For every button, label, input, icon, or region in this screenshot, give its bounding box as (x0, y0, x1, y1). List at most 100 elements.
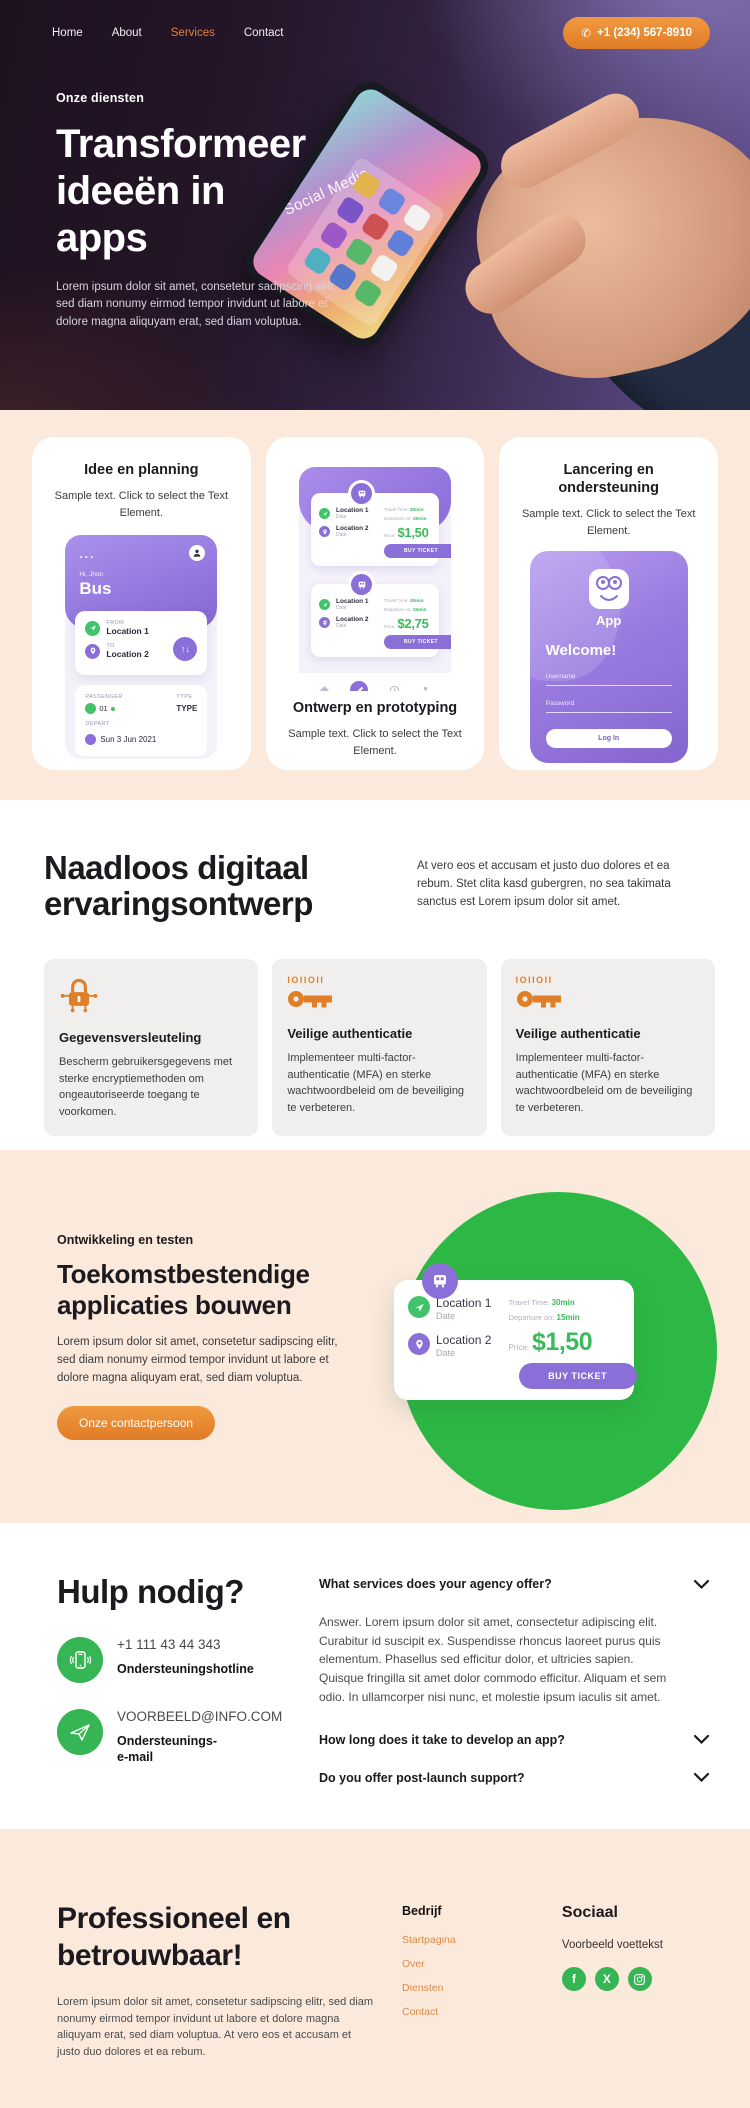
development-title: Toekomstbestendige applicaties bouwen (57, 1259, 310, 1321)
travel-time-label: Travel Time: (383, 598, 409, 603)
footer-link-about[interactable]: Over (402, 1958, 425, 1970)
service-card-title: Lancering en ondersteuning (558, 462, 660, 497)
service-card-launch-support: Lancering en ondersteuning Sample text. … (499, 437, 719, 770)
app-icon (369, 252, 400, 284)
bus-app-mockup: ... Hi, Jhon Bus FROM Location 1 (65, 535, 218, 760)
departure-label: Departure on: (383, 516, 412, 521)
service-card-idea-planning: Idee en planning Sample text. Click to s… (32, 437, 251, 770)
support-email-contact: VOORBEELD@INFO.COM Ondersteunings- e-mai… (57, 1709, 319, 1766)
departure-value: 15min (556, 1313, 580, 1322)
phone-number: +1 (234) 567-8910 (597, 27, 692, 39)
footer-link-contact[interactable]: Contact (402, 2006, 439, 2018)
paper-plane-icon (57, 1709, 103, 1755)
navigation-arrow-icon (85, 620, 101, 636)
price-value: $1,50 (397, 525, 429, 540)
swap-locations-icon: ↑↓ (173, 637, 198, 662)
login-app-mockup: App Welcome! Username Password Log In (529, 551, 688, 764)
ticket-card: Location 1 Date Location 2 Date Travel T… (311, 483, 451, 566)
social-heading: Sociaal (561, 1904, 618, 1921)
buy-ticket-button: BUY TICKET (518, 1363, 637, 1389)
bus-app-greeting: Hi, Jhon (79, 571, 104, 579)
development-eyebrow: Ontwikkeling en testen (57, 1233, 194, 1247)
nav-link-contact[interactable]: Contact (243, 27, 284, 39)
x-icon[interactable]: X (594, 1967, 619, 1991)
faq-question-text: Do you offer post-launch support? (319, 1770, 525, 1785)
price-value: $1,50 (532, 1328, 593, 1356)
map-pin-icon (85, 643, 101, 659)
password-field: Password (545, 700, 672, 714)
digital-title: Naadloos digitaal ervaringsontwerp (44, 849, 313, 922)
call-phone-button[interactable]: ✆ +1 (234) 567-8910 (563, 17, 710, 49)
avatar-icon (189, 545, 206, 562)
username-field: Username (545, 673, 672, 687)
footer-company-column: Bedrijf Startpagina Over Diensten Contac… (402, 1901, 538, 2108)
feature-card-text: Implementeer multi-factor-authenticatie … (287, 1052, 465, 1114)
services-section: Idee en planning Sample text. Click to s… (0, 410, 750, 800)
feature-card-text: Bescherm gebruikersgegevens met sterke e… (59, 1056, 233, 1118)
departure-label: Departure on: (383, 607, 412, 612)
login-button: Log In (545, 729, 672, 749)
instagram-icon[interactable] (627, 1967, 652, 1991)
hero-description: Lorem ipsum dolor sit amet, consetetur s… (56, 280, 337, 329)
passenger-count-icon (85, 703, 97, 715)
tab-bar (299, 673, 451, 691)
to-label: TO (106, 643, 115, 650)
feature-card-authentication: IOIIOII Veilige authenticatie Implemente… (272, 959, 487, 1137)
travel-time-value: 30min (551, 1298, 575, 1307)
depart-date-icon (85, 734, 97, 746)
bus-icon (351, 483, 372, 504)
departure-value: 15min (412, 608, 427, 613)
footer-description: Lorem ipsum dolor sit amet, consetetur s… (57, 1996, 374, 2058)
faq-question-timeline[interactable]: How long does it take to develop an app? (319, 1733, 710, 1747)
support-hotline-contact: +1 111 43 44 343 Ondersteuningshotline (57, 1637, 319, 1683)
travel-time-value: 30min (409, 599, 424, 604)
phone-icon: ✆ (581, 28, 592, 40)
app-icon (352, 278, 384, 309)
phone-icon (57, 1637, 103, 1683)
hotline-label: Ondersteuningshotline (117, 1662, 254, 1676)
facebook-icon[interactable]: f (561, 1967, 586, 1991)
faq-question-text: What services does your agency offer? (319, 1577, 552, 1591)
footer-link-services[interactable]: Diensten (402, 1982, 444, 1994)
navigation-arrow-icon (319, 508, 330, 519)
contact-button[interactable]: Onze contactpersoon (57, 1405, 216, 1440)
chevron-down-icon (693, 1734, 710, 1745)
travel-time-label: Travel Time: (383, 507, 409, 512)
bus-icon (351, 574, 372, 595)
nav-link-services[interactable]: Services (170, 27, 215, 39)
support-email[interactable]: VOORBEELD@INFO.COM (117, 1709, 283, 1724)
service-card-title: Ontwerp en prototyping (292, 700, 458, 716)
hotline-number[interactable]: +1 111 43 44 343 (117, 1637, 221, 1652)
map-pin-icon (319, 617, 330, 628)
buy-ticket-button: BUY TICKET (383, 635, 451, 649)
binary-code-text: IOIIOII (515, 975, 553, 986)
to-date: Date (336, 532, 347, 538)
navigation-arrow-icon (319, 599, 330, 610)
faq-question-services[interactable]: What services does your agency offer? (319, 1577, 710, 1591)
email-label-line1: Ondersteunings- (117, 1734, 218, 1748)
app-icon (376, 186, 408, 217)
edit-icon (350, 681, 369, 691)
chevron-down-icon (693, 1772, 710, 1783)
app-face-icon (588, 569, 629, 610)
service-card-title: Idee en planning (84, 462, 199, 478)
main-nav: Home About Services Contact ✆ +1 (234) 5… (0, 0, 750, 49)
nav-link-about[interactable]: About (111, 27, 142, 39)
from-value: Location 1 (106, 626, 149, 637)
faq-question-support[interactable]: Do you offer post-launch support? (319, 1771, 710, 1785)
price-label: Price: (383, 624, 396, 629)
from-value: Location 1 (336, 507, 369, 514)
feature-card-title: Veilige authenticatie (287, 1026, 413, 1042)
auth-key-icon: IOIIOII (287, 975, 471, 1014)
add-passenger-icon (110, 706, 115, 711)
footer-link-home[interactable]: Startpagina (402, 1934, 456, 1946)
app-icon (360, 211, 391, 242)
nav-link-home[interactable]: Home (52, 27, 83, 39)
type-value: TYPE (176, 704, 198, 714)
route-card: FROM Location 1 TO Location 2 ↑↓ (75, 611, 208, 676)
footer-social-text: Voorbeeld voettekst (561, 1939, 663, 1951)
encryption-lock-icon (59, 975, 243, 1018)
travel-time-value: 30min (409, 508, 424, 513)
app-icon (351, 169, 382, 201)
app-icon (335, 195, 366, 226)
